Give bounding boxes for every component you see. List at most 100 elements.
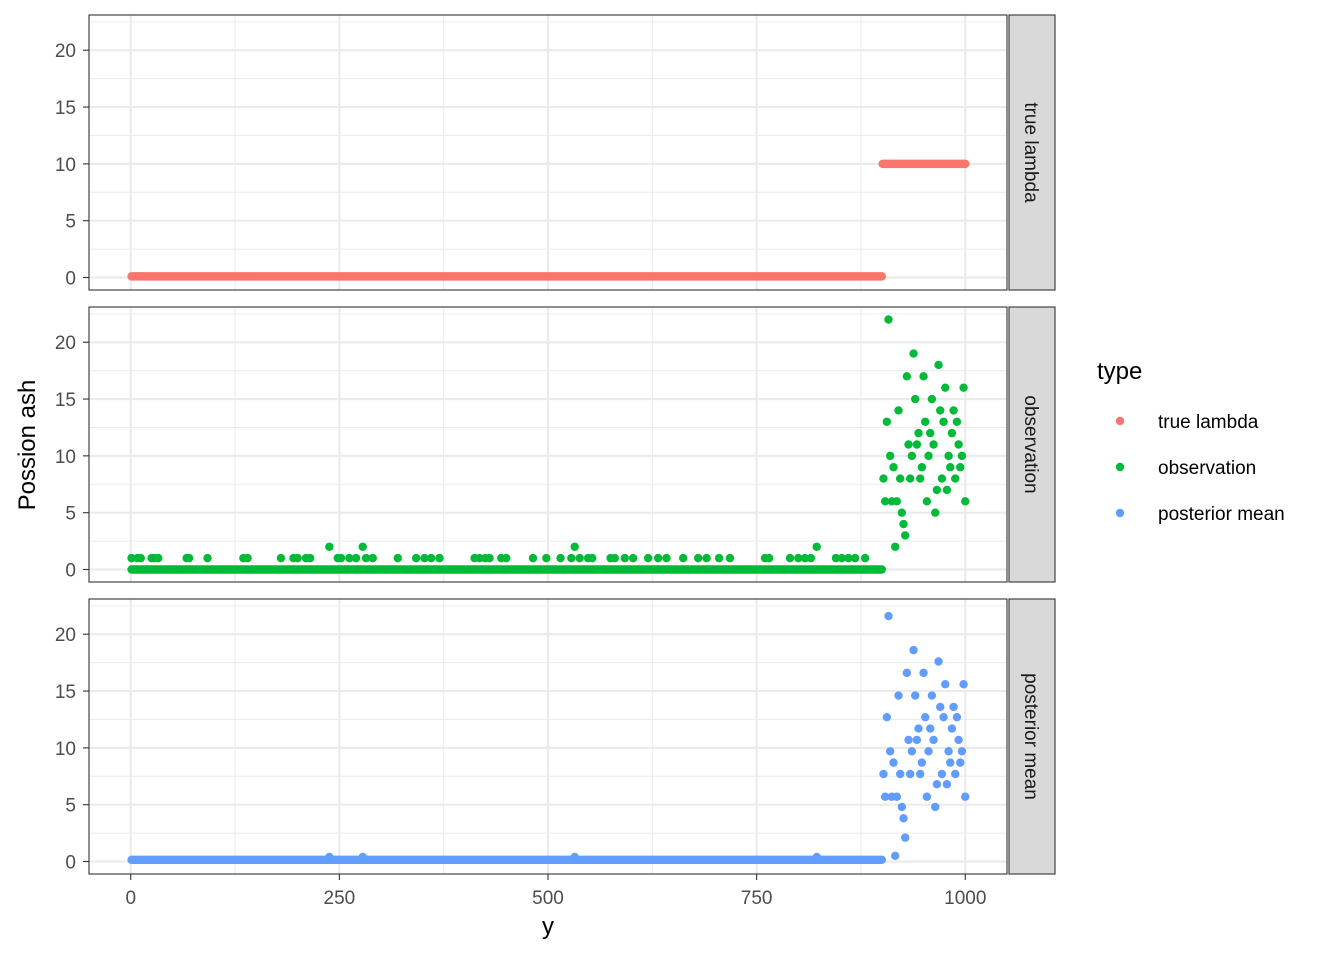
y-tick-label: 0 [65, 269, 76, 290]
data-point [628, 553, 638, 563]
data-point [947, 724, 957, 733]
data-point [884, 315, 893, 324]
data-point [368, 553, 377, 563]
data-point [905, 474, 915, 483]
data-point [944, 451, 953, 461]
facet-panel-2: 0 5 10 15 20 observation [55, 306, 1056, 583]
data-point [702, 553, 711, 563]
series-2-marks [127, 315, 970, 574]
data-point [892, 792, 902, 801]
data-point [919, 668, 928, 678]
data-point [926, 428, 935, 438]
data-point [911, 691, 920, 700]
data-point [420, 553, 429, 563]
data-point [880, 497, 890, 506]
data-point [961, 792, 970, 801]
data-point [895, 474, 905, 483]
data-point [570, 542, 579, 551]
data-point [426, 553, 436, 563]
series-3-marks [127, 611, 970, 864]
y-tick-label: 5 [65, 212, 76, 233]
x-axis: 0 250 500 750 1000 [125, 874, 986, 909]
x-axis-title: y [542, 913, 554, 940]
data-point [361, 553, 371, 563]
data-point [643, 553, 653, 563]
legend-item: posterior mean [1115, 504, 1285, 525]
data-point [556, 553, 565, 563]
data-point [916, 474, 925, 483]
data-point [941, 383, 950, 392]
data-point [922, 792, 932, 801]
data-point [927, 394, 937, 404]
facet-panel-3: 0 5 10 15 20 posterior mean [55, 598, 1056, 875]
data-point [951, 769, 960, 779]
data-point [879, 474, 888, 483]
legend-label: observation [1158, 458, 1256, 479]
data-point [837, 553, 846, 563]
data-point [909, 645, 918, 655]
data-point [653, 553, 663, 563]
data-point [946, 758, 955, 767]
data-point [890, 542, 900, 551]
data-point [567, 553, 576, 563]
data-point [936, 406, 945, 415]
data-point [325, 542, 334, 551]
data-point [952, 417, 962, 426]
data-point [942, 485, 952, 495]
data-point [844, 553, 853, 563]
legend-key [1115, 416, 1125, 426]
data-point [907, 747, 917, 756]
data-point [336, 553, 346, 563]
data-point [889, 463, 898, 472]
series-1-marks [127, 159, 970, 281]
data-point [939, 712, 948, 722]
data-point [912, 440, 922, 449]
data-point [917, 758, 927, 767]
legend-key [1115, 462, 1125, 472]
y-tick-label: 20 [55, 41, 76, 62]
data-point [812, 542, 821, 551]
data-point [899, 814, 908, 823]
data-point [358, 852, 367, 862]
data-point [812, 852, 821, 862]
data-point [528, 553, 538, 563]
y-axis-title: Possion ash [14, 380, 41, 511]
data-point [937, 769, 947, 779]
data-point [725, 553, 735, 563]
data-point [957, 451, 967, 461]
facet-panels: 0 5 10 15 20 true lambda 0 5 10 15 20 observation 0 5… [55, 14, 1056, 875]
data-point [358, 542, 367, 551]
facet-strip-label: true lambda [1020, 102, 1041, 203]
data-point [885, 747, 895, 756]
facet-strip: posterior mean [1008, 598, 1056, 875]
data-point [924, 451, 933, 461]
data-point [475, 553, 484, 563]
data-point [921, 712, 930, 722]
data-point [800, 553, 810, 563]
y-tick-label: 10 [55, 739, 76, 760]
data-point [922, 497, 932, 506]
data-point [924, 747, 933, 756]
data-point [542, 553, 551, 563]
data-point [900, 833, 910, 842]
y-tick-label: 15 [55, 390, 76, 411]
data-point [345, 553, 354, 563]
data-point [880, 792, 890, 801]
y-tick-label: 0 [65, 561, 76, 582]
facet-strip: observation [1008, 306, 1056, 583]
data-point [785, 553, 795, 563]
x-tick-label: 500 [532, 888, 564, 909]
data-point [942, 780, 952, 789]
y-tick-label: 15 [55, 98, 76, 119]
data-point [946, 463, 955, 472]
data-point [917, 463, 927, 472]
data-point [902, 668, 912, 678]
data-point [936, 702, 945, 712]
data-point [897, 802, 907, 812]
y-tick-label: 5 [65, 796, 76, 817]
data-point [909, 349, 918, 358]
data-point [944, 747, 953, 756]
y-tick-label: 10 [55, 155, 76, 176]
data-point [794, 553, 803, 563]
